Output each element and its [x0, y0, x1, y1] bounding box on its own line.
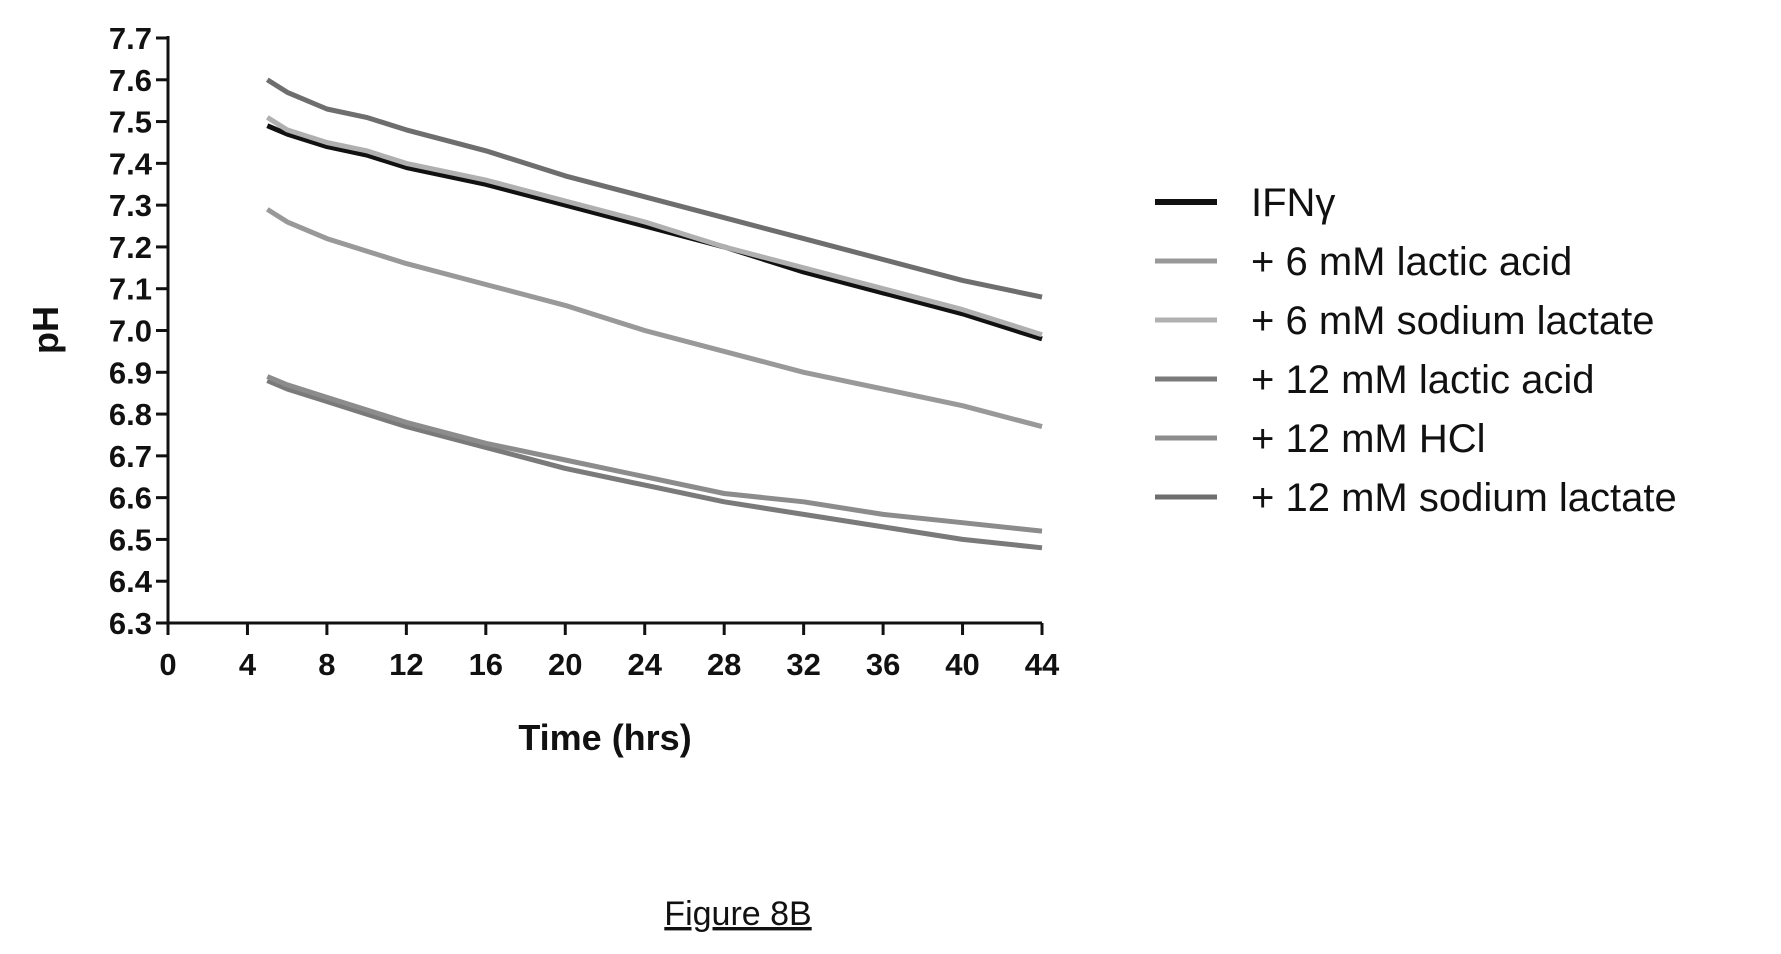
x-tick-label: 32 — [786, 647, 820, 682]
y-tick-label: 6.7 — [109, 439, 152, 474]
x-tick-label: 20 — [548, 647, 582, 682]
x-tick-label: 24 — [627, 647, 662, 682]
legend-label-3: + 6 mM sodium lactate — [1251, 299, 1655, 343]
legend-label-2: + 6 mM lactic acid — [1251, 240, 1572, 284]
y-tick-label: 6.9 — [109, 355, 152, 390]
y-tick-label: 7.1 — [109, 272, 152, 307]
y-tick-label: 6.8 — [109, 397, 152, 432]
x-tick-label: 40 — [945, 647, 979, 682]
series-line-4 — [266, 378, 1043, 551]
y-tick-label: 7.2 — [109, 230, 152, 265]
series-line-3 — [265, 115, 1043, 338]
y-tick-label: 7.6 — [109, 63, 152, 98]
y-tick-label: 7.5 — [109, 105, 152, 140]
y-tick-label: 7.4 — [109, 146, 153, 181]
x-tick-label: 16 — [469, 647, 503, 682]
x-tick-label: 28 — [707, 647, 741, 682]
series-line-1 — [266, 123, 1043, 342]
series-group — [265, 77, 1043, 551]
x-tick-label: 12 — [389, 647, 423, 682]
legend-label-6: + 12 mM sodium lactate — [1251, 476, 1677, 520]
y-tick-label: 7.0 — [109, 314, 152, 349]
x-axis-title: Time (hrs) — [518, 717, 691, 758]
series-line-5 — [266, 374, 1043, 534]
y-tick-label: 6.4 — [109, 564, 153, 599]
x-tick-label: 44 — [1025, 647, 1060, 682]
axes: 6.3 6.4 6.5 6.6 6.7 6.8 6.9 7.0 7.1 7.2 7.3 7.4 7.5 7… — [109, 21, 1060, 682]
y-tick-label: 7.7 — [109, 21, 152, 56]
series-line-6 — [265, 77, 1043, 300]
y-axis-title: pH — [25, 306, 66, 354]
figure-caption: Figure 8B — [664, 895, 811, 933]
y-tick-label: 7.3 — [109, 188, 152, 223]
series-line-2 — [265, 207, 1043, 430]
legend: IFNγ + 6 mM lactic acid + 6 mM sodium lact… — [1155, 181, 1677, 520]
legend-label-1: IFNγ — [1251, 181, 1335, 225]
legend-label-4: + 12 mM lactic acid — [1251, 358, 1594, 402]
y-tick-label: 6.3 — [109, 606, 152, 641]
x-tick-label: 0 — [159, 647, 176, 682]
x-tick-label: 36 — [866, 647, 900, 682]
y-tick-label: 6.6 — [109, 481, 152, 516]
x-tick-label: 4 — [239, 647, 257, 682]
legend-label-5: + 12 mM HCl — [1251, 417, 1486, 461]
y-tick-label: 6.5 — [109, 522, 152, 557]
x-tick-label: 8 — [318, 647, 335, 682]
